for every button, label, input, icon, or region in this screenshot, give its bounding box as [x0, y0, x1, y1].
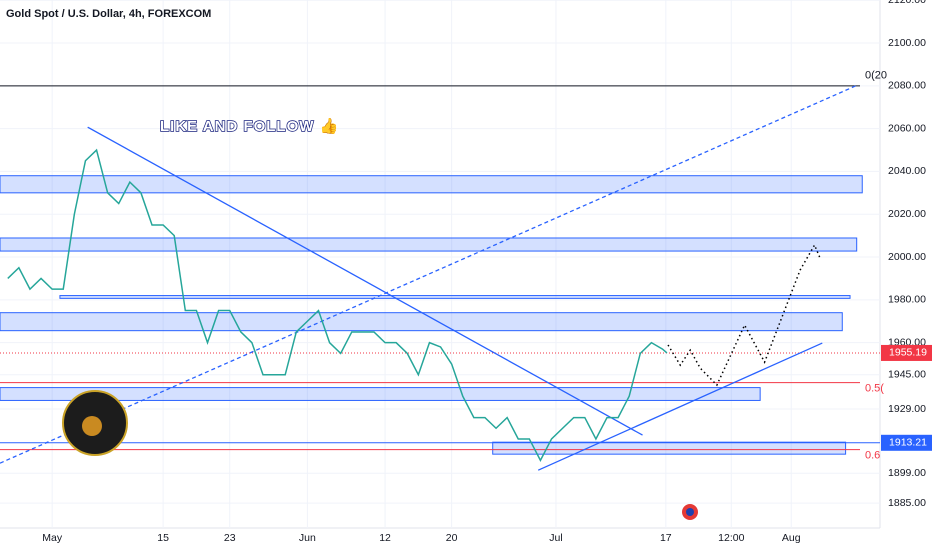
- logo-glow: [82, 416, 102, 436]
- zone: [0, 387, 761, 401]
- x-tick-label: 23: [224, 532, 236, 544]
- zone: [492, 441, 847, 455]
- level-label: 0.6: [865, 450, 880, 462]
- y-tick-label: 1885.00: [888, 497, 926, 509]
- trendline: [537, 342, 823, 471]
- trendline: [87, 126, 643, 436]
- y-tick-label: 2000.00: [888, 251, 926, 263]
- trendline: [0, 84, 859, 464]
- x-tick-label: Jul: [549, 532, 562, 544]
- x-tick-label: 17: [660, 532, 672, 544]
- y-tick-label: 2060.00: [888, 122, 926, 134]
- level-label: 0.5(: [865, 383, 884, 395]
- x-tick-label: May: [42, 532, 63, 544]
- x-tick-label: 12:00: [718, 532, 744, 544]
- level-label: 0(20: [865, 70, 887, 82]
- zone: [0, 237, 858, 252]
- y-tick-label: 2040.00: [888, 165, 926, 177]
- y-tick-label: 2120.00: [888, 0, 926, 6]
- projection: [667, 243, 821, 387]
- chart-title: Gold Spot / U.S. Dollar, 4h, FOREXCOM: [6, 8, 211, 20]
- x-tick-label: Aug: [782, 532, 801, 544]
- y-tick-label: 1929.00: [888, 403, 926, 415]
- zone: [0, 312, 843, 332]
- x-tick-label: 15: [157, 532, 169, 544]
- price-tag: [881, 344, 932, 361]
- price-tag-label: 1913.21: [889, 437, 927, 449]
- x-tick-label: 12: [379, 532, 391, 544]
- zone: [0, 175, 863, 194]
- y-tick-label: 1980.00: [888, 294, 926, 306]
- price-tag: [881, 434, 932, 451]
- annotation: LIKE AND FOLLOW 👍: [160, 117, 339, 135]
- price-tag-label: 1955.19: [889, 347, 927, 359]
- y-tick-label: 1945.00: [888, 369, 926, 381]
- y-tick-label: 2020.00: [888, 208, 926, 220]
- zone: [59, 295, 851, 299]
- plot: [0, 0, 880, 528]
- y-tick-label: 2080.00: [888, 80, 926, 92]
- y-tick-label: 2100.00: [888, 37, 926, 49]
- price-line-series: [7, 148, 668, 462]
- event-icon: [686, 508, 694, 516]
- x-tick-label: 20: [446, 532, 458, 544]
- y-tick-label: 1899.00: [888, 467, 926, 479]
- x-tick-label: Jun: [299, 532, 316, 544]
